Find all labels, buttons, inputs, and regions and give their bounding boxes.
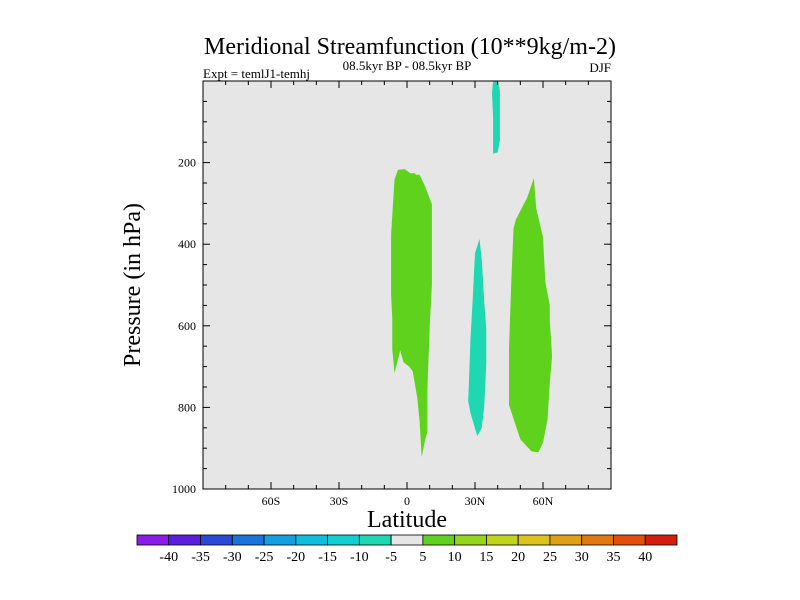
colorbar-box — [136, 534, 170, 546]
x-tick-label: 60S — [262, 494, 281, 508]
x-tick-label: 30N — [465, 494, 486, 508]
colorbar-box — [168, 534, 201, 546]
colorbar-box — [644, 534, 678, 546]
colorbar-label: 35 — [606, 550, 620, 565]
colorbar-label: -10 — [350, 550, 369, 565]
colorbar-box — [549, 534, 583, 546]
y-tick-labels: 200 400 600 800 1000 — [172, 156, 196, 496]
chart-title: Meridional Streamfunction (10**9kg/m-2) — [204, 34, 616, 60]
axis-ticks — [202, 80, 612, 490]
colorbar-box — [231, 534, 265, 546]
cyan-sliver-stratosphere — [492, 81, 500, 154]
x-axis-title: Latitude — [367, 507, 447, 533]
colorbar-box — [327, 534, 360, 546]
colorbar-label: -25 — [255, 550, 274, 565]
colorbar-label: 40 — [638, 550, 652, 565]
colorbar-label: -5 — [385, 550, 397, 565]
left-string: Expt = temlJ1-temhj — [203, 66, 310, 81]
y-tick-label: 400 — [178, 237, 196, 251]
colorbar-box — [295, 534, 328, 546]
contour-fills — [391, 81, 553, 458]
y-axis-title: Pressure (in hPa) — [120, 203, 146, 367]
y-tick-label: 800 — [178, 400, 196, 414]
cyan-cell-30n — [468, 238, 487, 436]
colorbar-box — [358, 534, 392, 546]
colorbar-box — [486, 534, 519, 546]
colorbar-label: 15 — [479, 550, 493, 565]
colorbar-box — [422, 534, 456, 546]
x-tick-label: 60N — [533, 494, 554, 508]
x-tick-label: 0 — [404, 494, 410, 508]
green-cell-equator — [391, 169, 432, 458]
colorbar-box — [390, 534, 424, 546]
colorbar-label: 10 — [448, 550, 462, 565]
colorbar-box — [200, 534, 233, 546]
y-tick-label: 600 — [178, 319, 196, 333]
colorbar-label: -20 — [286, 550, 305, 565]
colorbar-label: 30 — [575, 550, 589, 565]
colorbar-label: -40 — [159, 550, 178, 565]
colorbar-label: 5 — [419, 550, 426, 565]
center-string: 08.5kyr BP - 08.5kyr BP — [343, 58, 472, 73]
colorbar-label: -15 — [318, 550, 337, 565]
colorbar-label: -30 — [223, 550, 242, 565]
y-tick-label: 200 — [178, 156, 196, 170]
colorbar — [136, 534, 678, 546]
colorbar-box — [517, 534, 551, 546]
colorbar-label: -35 — [191, 550, 210, 565]
right-string: DJF — [589, 60, 611, 75]
y-tick-label: 1000 — [172, 482, 196, 496]
green-cell-north — [509, 178, 553, 453]
colorbar-box — [454, 534, 487, 546]
colorbar-box — [581, 534, 614, 546]
x-tick-label: 30S — [330, 494, 349, 508]
colorbar-label: 20 — [511, 550, 525, 565]
x-tick-labels: 60S 30S 0 30N 60N — [262, 494, 554, 508]
colorbar-box — [263, 534, 297, 546]
colorbar-box — [613, 534, 646, 546]
colorbar-labels: -40 -35 -30 -25 -20 -15 -10 -5 5 10 15 20 25 30 35 40 — [159, 550, 652, 565]
colorbar-label: 25 — [543, 550, 557, 565]
